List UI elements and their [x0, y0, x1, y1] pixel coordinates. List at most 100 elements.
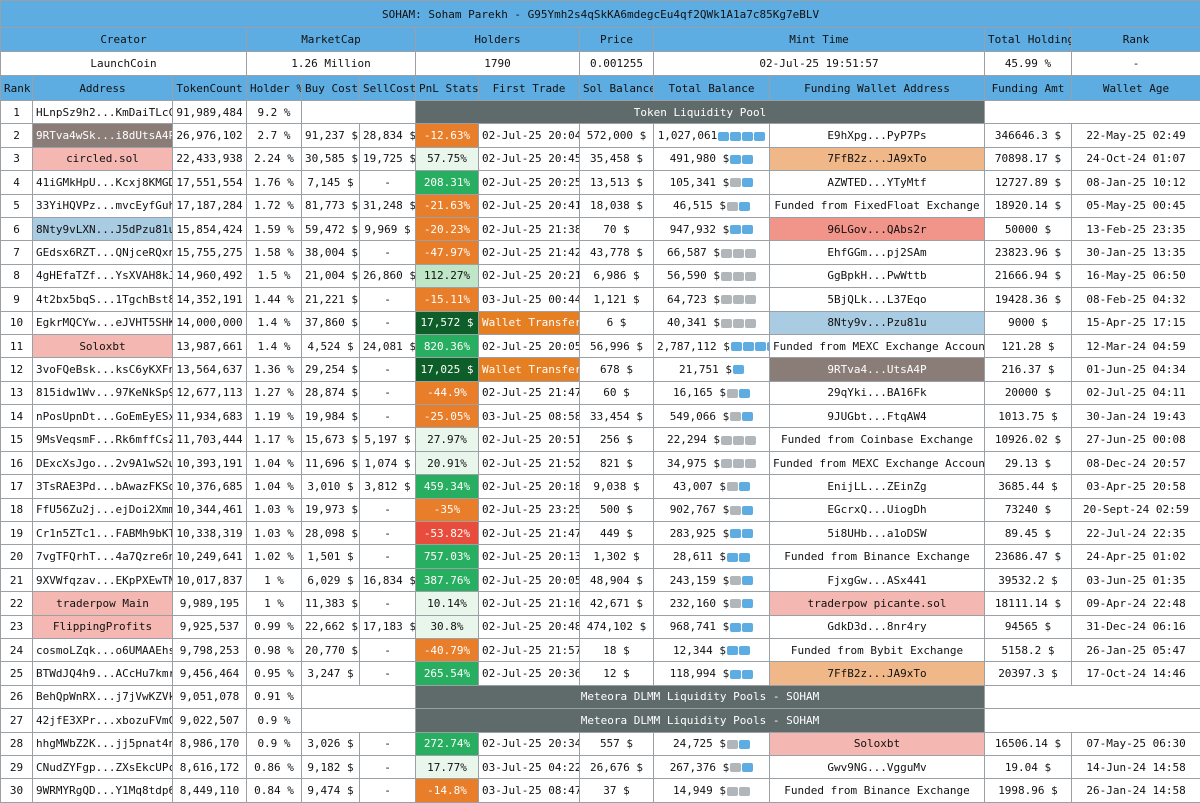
address-cell[interactable]: 815idw1Wv...97KeNkSp9 — [33, 381, 173, 404]
funding-wallet-cell[interactable]: Funded from Bybit Exchange — [770, 638, 985, 661]
wallet-icon[interactable] — [718, 132, 729, 141]
wallet-icon[interactable] — [739, 202, 750, 211]
address-cell[interactable]: HLnpSz9h2...KmDaiTLcC — [33, 101, 173, 124]
funding-wallet-cell[interactable]: Funded from MEXC Exchange Account — [770, 334, 985, 357]
address-cell[interactable]: 4gHEfaTZf...YsXVAH8kJ — [33, 264, 173, 287]
funding-wallet-cell[interactable]: 7FfB2z...JA9xTo — [770, 147, 985, 170]
funding-wallet-cell[interactable]: EGcrxQ...UiogDh — [770, 498, 985, 521]
wallet-icon[interactable] — [742, 576, 753, 585]
address-cell[interactable]: 7vgTFQrhT...4a7Qzre6n — [33, 545, 173, 568]
funding-wallet-cell[interactable]: 9JUGbt...FtqAW4 — [770, 405, 985, 428]
funding-wallet-cell[interactable]: GgBpkH...PwWttb — [770, 264, 985, 287]
funding-wallet-cell[interactable]: 5i8UHb...a1oDSW — [770, 522, 985, 545]
wallet-gray-icon[interactable] — [745, 249, 756, 258]
wallet-gray-icon[interactable] — [745, 295, 756, 304]
funding-wallet-cell[interactable]: AZWTED...YTyMtf — [770, 171, 985, 194]
wallet-icon[interactable] — [742, 529, 753, 538]
funding-wallet-cell[interactable]: Funded from Binance Exchange — [770, 779, 985, 802]
address-cell[interactable]: DExcXsJgo...2v9A1wS2u — [33, 451, 173, 474]
wallet-gray-icon[interactable] — [721, 272, 732, 281]
wallet-icon[interactable] — [730, 225, 741, 234]
address-cell[interactable]: 3TsRAE3Pd...bAwazFKSq — [33, 475, 173, 498]
wallet-gray-icon[interactable] — [730, 412, 741, 421]
address-cell[interactable]: 42jfE3XPr...xbozuFVmC — [33, 709, 173, 732]
wallet-icon[interactable] — [731, 342, 742, 351]
wallet-gray-icon[interactable] — [730, 506, 741, 515]
wallet-icon[interactable] — [742, 132, 753, 141]
wallet-icon[interactable] — [730, 623, 741, 632]
wallet-gray-icon[interactable] — [745, 436, 756, 445]
address-cell[interactable]: 9XVWfqzav...EKpPXEwTN — [33, 568, 173, 591]
wallet-gray-icon[interactable] — [730, 599, 741, 608]
wallet-icon[interactable] — [730, 132, 741, 141]
funding-wallet-cell[interactable]: Funded from Coinbase Exchange — [770, 428, 985, 451]
address-cell[interactable]: BehQpWnRX...j7jVwKZVk — [33, 685, 173, 708]
funding-wallet-cell[interactable]: 29qYki...BA16Fk — [770, 381, 985, 404]
address-cell[interactable]: circled.sol — [33, 147, 173, 170]
wallet-gray-icon[interactable] — [745, 459, 756, 468]
wallet-gray-icon[interactable] — [721, 295, 732, 304]
funding-wallet-cell[interactable]: E9hXpg...PyP7Ps — [770, 124, 985, 147]
funding-wallet-cell[interactable]: 8Nty9v...Pzu81u — [770, 311, 985, 334]
wallet-gray-icon[interactable] — [721, 459, 732, 468]
address-cell[interactable]: BTWdJQ4h9...ACcHu7kmr — [33, 662, 173, 685]
wallet-icon[interactable] — [727, 553, 738, 562]
wallet-icon[interactable] — [730, 529, 741, 538]
wallet-gray-icon[interactable] — [727, 787, 738, 796]
funding-wallet-cell[interactable]: 96LGov...QAbs2r — [770, 217, 985, 240]
address-cell[interactable]: 41iGMkHpU...Kcxj8KMGD — [33, 171, 173, 194]
wallet-gray-icon[interactable] — [739, 787, 750, 796]
address-cell[interactable]: 8Nty9vLXN...J5dPzu81u — [33, 217, 173, 240]
funding-wallet-cell[interactable]: traderpow picante.sol — [770, 592, 985, 615]
wallet-icon[interactable] — [742, 225, 753, 234]
address-cell[interactable]: CNudZYFgp...ZXsEkcUPc — [33, 755, 173, 778]
wallet-icon[interactable] — [739, 740, 750, 749]
address-cell[interactable]: 9RTva4wSk...i8dUtsA4P — [33, 124, 173, 147]
wallet-icon[interactable] — [727, 646, 738, 655]
address-cell[interactable]: GEdsx6RZT...QNjceRQxn — [33, 241, 173, 264]
address-cell[interactable]: FlippingProfits — [33, 615, 173, 638]
wallet-icon[interactable] — [739, 482, 750, 491]
wallet-icon[interactable] — [739, 553, 750, 562]
address-cell[interactable]: 4t2bx5bqS...1TgchBst8 — [33, 288, 173, 311]
wallet-icon[interactable] — [742, 670, 753, 679]
wallet-icon[interactable] — [742, 155, 753, 164]
funding-wallet-cell[interactable]: 9RTva4...UtsA4P — [770, 358, 985, 381]
wallet-icon[interactable] — [739, 389, 750, 398]
funding-wallet-cell[interactable]: 7FfB2z...JA9xTo — [770, 662, 985, 685]
address-cell[interactable]: 33YiHQVPz...mvcEyfGuh — [33, 194, 173, 217]
address-cell[interactable]: hhgMWbZ2K...jj5pnat4n — [33, 732, 173, 755]
address-cell[interactable]: 9MsVeqsmF...Rk6mffCsZ — [33, 428, 173, 451]
wallet-icon[interactable] — [742, 763, 753, 772]
funding-wallet-cell[interactable]: 5BjQLk...L37Eqo — [770, 288, 985, 311]
address-cell[interactable]: 3voFQeBsk...ksC6yKXFn — [33, 358, 173, 381]
funding-wallet-cell[interactable]: Funded from FixedFloat Exchange — [770, 194, 985, 217]
wallet-icon[interactable] — [730, 670, 741, 679]
wallet-icon[interactable] — [742, 412, 753, 421]
address-cell[interactable]: Soloxbt — [33, 334, 173, 357]
wallet-icon[interactable] — [743, 342, 754, 351]
wallet-gray-icon[interactable] — [727, 740, 738, 749]
wallet-gray-icon[interactable] — [733, 459, 744, 468]
funding-wallet-cell[interactable]: Funded from MEXC Exchange Account — [770, 451, 985, 474]
address-cell[interactable]: Cr1n5ZTc1...FABMh9bKT — [33, 522, 173, 545]
wallet-gray-icon[interactable] — [721, 436, 732, 445]
wallet-gray-icon[interactable] — [730, 576, 741, 585]
wallet-icon[interactable] — [742, 623, 753, 632]
wallet-gray-icon[interactable] — [745, 272, 756, 281]
wallet-gray-icon[interactable] — [727, 202, 738, 211]
wallet-gray-icon[interactable] — [721, 319, 732, 328]
funding-wallet-cell[interactable]: FjxgGw...ASx441 — [770, 568, 985, 591]
address-cell[interactable]: EgkrMQCYw...eJVHT5SHK — [33, 311, 173, 334]
wallet-icon[interactable] — [754, 132, 765, 141]
wallet-icon[interactable] — [742, 599, 753, 608]
wallet-gray-icon[interactable] — [721, 249, 732, 258]
funding-wallet-cell[interactable]: Gwv9NG...VgguMv — [770, 755, 985, 778]
wallet-icon[interactable] — [730, 155, 741, 164]
wallet-icon[interactable] — [755, 342, 766, 351]
funding-wallet-cell[interactable]: Soloxbt — [770, 732, 985, 755]
wallet-gray-icon[interactable] — [730, 763, 741, 772]
address-cell[interactable]: 9WRMYRgQD...Y1Mq8tdp6 — [33, 779, 173, 802]
wallet-icon[interactable] — [739, 646, 750, 655]
wallet-gray-icon[interactable] — [745, 319, 756, 328]
